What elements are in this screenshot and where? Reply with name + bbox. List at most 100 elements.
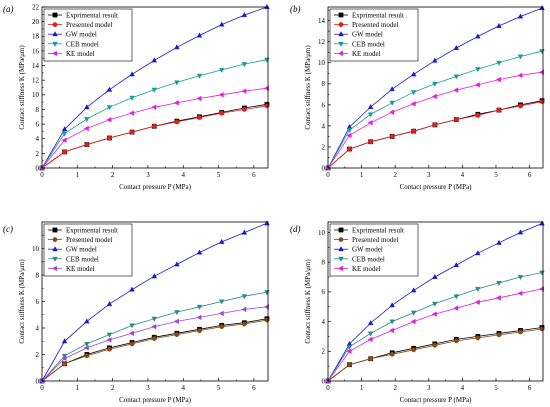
data-point-b-1-3 (389, 134, 395, 139)
y-tick-label-b-5: 10 (318, 59, 326, 67)
data-point-c-1-2 (84, 353, 90, 359)
data-point-a-1-8 (219, 110, 225, 116)
data-point-b-1-9 (518, 103, 523, 109)
x-tick-label-b-6: 6 (528, 171, 532, 179)
x-tick-label-d-4: 4 (461, 384, 465, 392)
data-point-b-1-10 (539, 99, 545, 105)
legend-marker-b-0 (338, 12, 344, 18)
data-point-a-3-6 (174, 80, 180, 86)
data-point-d-2-4 (410, 287, 417, 293)
legend-label-d-2: GW model (352, 246, 383, 254)
y-tick-label-a-10: 20 (32, 18, 40, 26)
legend-marker-c-4 (51, 265, 57, 272)
data-point-a-3-7 (196, 73, 203, 79)
data-point-a-2-6 (174, 44, 180, 50)
data-point-b-1-1 (347, 146, 352, 152)
data-point-b-1-4 (411, 128, 417, 134)
data-point-d-3-1 (346, 344, 353, 350)
y-tick-label-a-4: 8 (36, 106, 40, 114)
data-point-b-2-7 (475, 33, 481, 39)
y-tick-label-a-6: 12 (32, 77, 40, 85)
y-tick-label-b-4: 8 (322, 80, 326, 88)
data-point-c-3-6 (174, 310, 180, 316)
x-tick-label-a-0: 0 (40, 171, 44, 179)
legend-marker-a-1 (52, 22, 58, 27)
data-point-c-2-4 (129, 286, 135, 292)
legend-label-a-4: KE model (66, 50, 95, 58)
data-point-d-4-7 (474, 299, 480, 306)
data-point-d-1-7 (475, 335, 481, 341)
data-point-a-2-9 (241, 11, 248, 18)
data-point-b-2-3 (389, 86, 395, 92)
data-point-d-3-4 (410, 310, 417, 316)
x-tick-label-b-1: 1 (360, 171, 364, 179)
data-point-b-1-7 (475, 112, 481, 118)
data-point-d-1-3 (389, 351, 395, 357)
y-tick-label-d-1: 2 (322, 348, 326, 356)
data-point-a-1-2 (84, 142, 90, 147)
x-tick-label-d-3: 3 (427, 384, 431, 392)
series-line-b-4 (327, 71, 543, 169)
data-point-b-3-9 (517, 54, 524, 60)
data-point-d-1-1 (347, 362, 352, 368)
legend-marker-b-2 (338, 31, 344, 37)
data-point-b-4-4 (410, 101, 416, 107)
series-line-b-1 (327, 101, 543, 169)
data-point-b-2-6 (453, 44, 460, 50)
y-tick-label-d-0: 0 (322, 377, 326, 385)
data-point-c-4-3 (106, 337, 112, 343)
data-point-d-4-8 (495, 295, 501, 301)
series-line-b-3 (327, 50, 543, 169)
panel-label-a: (a) (3, 4, 14, 14)
legend-label-a-3: CEB model (66, 40, 99, 48)
y-tick-label-b-6: 12 (318, 38, 326, 46)
y-axis-label-c: Contact stiffness K (MPa/μm) (18, 259, 26, 344)
data-point-a-1-9 (241, 107, 247, 112)
data-point-b-2-5 (432, 57, 438, 63)
data-point-d-1-10 (539, 326, 545, 332)
y-tick-label-a-9: 18 (32, 33, 40, 41)
data-point-d-4-2 (367, 336, 373, 343)
legend-label-a-1: Presented model (66, 21, 113, 29)
data-point-b-4-3 (389, 109, 395, 115)
data-point-d-4-5 (431, 311, 437, 317)
x-tick-label-c-6: 6 (252, 384, 256, 392)
data-point-d-1-5 (432, 342, 438, 348)
y-tick-label-d-3: 6 (322, 288, 326, 296)
x-tick-label-b-3: 3 (427, 171, 431, 179)
data-point-a-1-1 (62, 149, 67, 155)
x-tick-label-d-1: 1 (360, 384, 364, 392)
data-point-c-2-7 (196, 249, 203, 255)
legend-label-b-3: CEB model (352, 40, 385, 48)
x-tick-label-a-6: 6 (252, 171, 256, 179)
legend-marker-c-1 (52, 237, 58, 243)
legend-label-c-0: Exprimental result (66, 227, 118, 235)
data-point-c-3-7 (196, 304, 203, 310)
data-point-b-3-8 (496, 60, 502, 66)
data-point-d-4-3 (389, 327, 395, 334)
legend-label-b-4: KE model (352, 50, 381, 58)
x-tick-label-d-0: 0 (326, 384, 330, 392)
legend-label-c-1: Presented model (66, 236, 113, 244)
data-point-a-4-2 (83, 125, 89, 132)
data-point-a-4-1 (61, 137, 67, 143)
legend-label-b-0: Exprimental result (352, 12, 404, 20)
y-tick-label-d-2: 4 (322, 318, 326, 326)
data-point-c-2-3 (106, 301, 113, 307)
data-point-a-1-7 (197, 115, 202, 120)
y-tick-label-a-0: 0 (36, 164, 40, 172)
data-point-b-3-5 (432, 81, 438, 87)
data-point-b-4-1 (346, 132, 352, 139)
data-point-a-3-2 (84, 117, 90, 123)
y-tick-label-d-4: 8 (322, 259, 326, 267)
x-tick-label-c-0: 0 (40, 384, 44, 392)
x-tick-label-c-1: 1 (76, 384, 80, 392)
data-point-d-2-10 (539, 220, 545, 226)
data-point-b-4-9 (517, 72, 523, 79)
legend-label-c-4: KE model (66, 265, 95, 273)
data-point-c-4-5 (151, 323, 157, 330)
data-point-c-4-9 (241, 306, 247, 313)
data-point-a-3-1 (61, 131, 68, 137)
data-point-a-1-6 (174, 119, 180, 125)
data-point-c-3-8 (218, 299, 225, 305)
